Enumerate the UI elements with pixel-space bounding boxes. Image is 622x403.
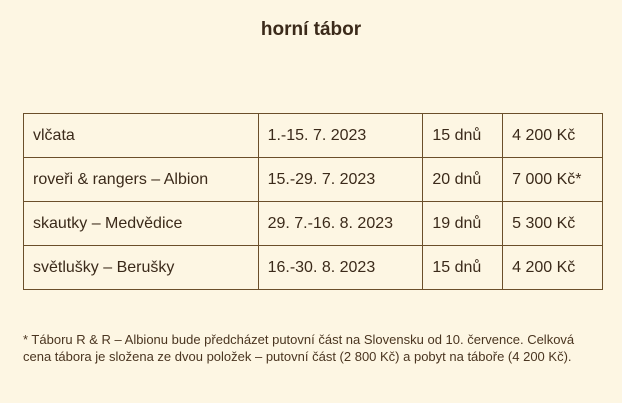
camp-price-cell: 4 200 Kč — [502, 245, 603, 290]
camp-price-cell: 4 200 Kč — [502, 113, 603, 158]
camp-dates-cell: 29. 7.-16. 8. 2023 — [257, 201, 424, 246]
camp-group-cell: vlčata — [23, 113, 259, 158]
footnote: * Táboru R & R – Albionu bude předcházet… — [23, 332, 575, 364]
camp-group-cell: světlušky – Berušky — [23, 245, 259, 290]
camp-schedule-table: vlčata 1.-15. 7. 2023 15 dnů 4 200 Kč ro… — [23, 113, 603, 290]
camp-days-cell: 19 dnů — [422, 201, 504, 246]
table-row: světlušky – Berušky 16.-30. 8. 2023 15 d… — [23, 245, 603, 290]
table-row: roveři & rangers – Albion 15.-29. 7. 202… — [23, 157, 603, 202]
camp-price-cell: 5 300 Kč — [502, 201, 603, 246]
page-title: horní tábor — [260, 19, 362, 40]
camp-days-cell: 20 dnů — [422, 157, 504, 202]
camp-group-cell: roveři & rangers – Albion — [23, 157, 259, 202]
camp-group-cell: skautky – Medvědice — [23, 201, 259, 246]
camp-dates-cell: 16.-30. 8. 2023 — [257, 245, 424, 290]
camp-price-cell: 7 000 Kč* — [502, 157, 603, 202]
table-row: skautky – Medvědice 29. 7.-16. 8. 2023 1… — [23, 201, 603, 246]
table-row: vlčata 1.-15. 7. 2023 15 dnů 4 200 Kč — [23, 113, 603, 158]
camp-dates-cell: 15.-29. 7. 2023 — [257, 157, 424, 202]
camp-dates-cell: 1.-15. 7. 2023 — [257, 113, 424, 158]
camp-days-cell: 15 dnů — [422, 113, 504, 158]
camp-days-cell: 15 dnů — [422, 245, 504, 290]
